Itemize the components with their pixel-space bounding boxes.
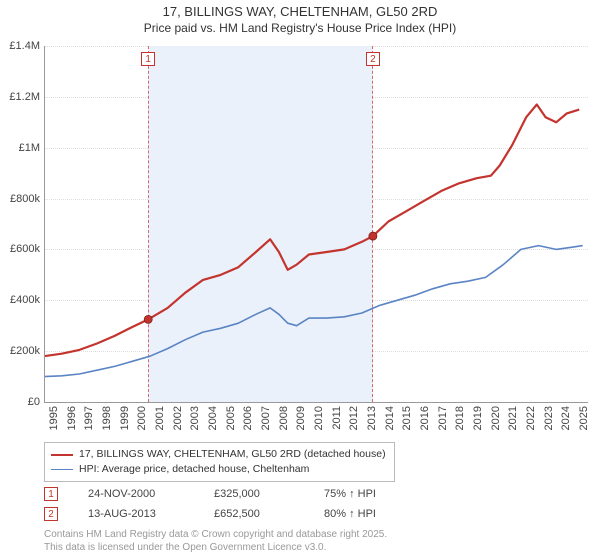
x-tick-label: 2020	[490, 406, 502, 430]
sale-price: £325,000	[214, 488, 294, 500]
y-tick-label: £400k	[0, 294, 40, 306]
legend-swatch	[51, 469, 73, 470]
legend-label: HPI: Average price, detached house, Chel…	[79, 462, 309, 477]
sale-date: 13-AUG-2013	[88, 508, 184, 520]
x-tick-label: 2008	[278, 406, 290, 430]
sale-point	[369, 232, 377, 240]
x-tick-label: 2019	[472, 406, 484, 430]
x-axis	[44, 402, 588, 403]
x-tick-label: 1996	[66, 406, 78, 430]
x-tick-label: 2015	[401, 406, 413, 430]
x-tick-label: 2023	[543, 406, 555, 430]
chart-lines	[44, 46, 588, 402]
title-line2: Price paid vs. HM Land Registry's House …	[0, 21, 600, 35]
y-tick-label: £800k	[0, 193, 40, 205]
title-line1: 17, BILLINGS WAY, CHELTENHAM, GL50 2RD	[0, 4, 600, 19]
x-tick-label: 2009	[295, 406, 307, 430]
x-tick-label: 2007	[260, 406, 272, 430]
legend-item: HPI: Average price, detached house, Chel…	[51, 462, 386, 477]
footnote-line1: Contains HM Land Registry data © Crown c…	[44, 528, 387, 541]
x-tick-label: 2011	[331, 406, 343, 430]
legend: 17, BILLINGS WAY, CHELTENHAM, GL50 2RD (…	[44, 442, 395, 482]
sale-marker-icon: 2	[44, 507, 58, 521]
x-tick-label: 2016	[419, 406, 431, 430]
chart-title: 17, BILLINGS WAY, CHELTENHAM, GL50 2RD P…	[0, 0, 600, 35]
sale-marker-icon: 1	[44, 487, 58, 501]
x-tick-label: 2025	[578, 406, 590, 430]
legend-item: 17, BILLINGS WAY, CHELTENHAM, GL50 2RD (…	[51, 447, 386, 462]
sale-row: 1 24-NOV-2000 £325,000 75% ↑ HPI	[44, 484, 414, 504]
series-line-hpi	[44, 246, 583, 377]
x-tick-label: 2013	[366, 406, 378, 430]
x-tick-label: 1998	[101, 406, 113, 430]
x-tick-label: 2006	[242, 406, 254, 430]
x-tick-label: 1997	[83, 406, 95, 430]
x-tick-label: 2014	[384, 406, 396, 430]
x-tick-label: 2004	[207, 406, 219, 430]
y-tick-label: £1.4M	[0, 40, 40, 52]
sale-price: £652,500	[214, 508, 294, 520]
x-tick-label: 2003	[189, 406, 201, 430]
y-tick-label: £200k	[0, 345, 40, 357]
y-tick-label: £1M	[0, 142, 40, 154]
legend-swatch	[51, 454, 73, 456]
x-tick-label: 2012	[348, 406, 360, 430]
sale-delta: 80% ↑ HPI	[324, 508, 414, 520]
sale-delta: 75% ↑ HPI	[324, 488, 414, 500]
x-tick-label: 1999	[119, 406, 131, 430]
legend-label: 17, BILLINGS WAY, CHELTENHAM, GL50 2RD (…	[79, 447, 386, 462]
x-tick-label: 2005	[225, 406, 237, 430]
x-tick-label: 2002	[172, 406, 184, 430]
x-tick-label: 2000	[136, 406, 148, 430]
sales-table: 1 24-NOV-2000 £325,000 75% ↑ HPI 2 13-AUG-201…	[44, 484, 414, 524]
y-tick-label: £1.2M	[0, 91, 40, 103]
footnote: Contains HM Land Registry data © Crown c…	[44, 528, 387, 554]
chart-area: £0£200k£400k£600k£800k£1M£1.2M£1.4M 1995…	[44, 46, 588, 402]
x-tick-label: 2024	[560, 406, 572, 430]
x-tick-label: 2021	[507, 406, 519, 430]
x-tick-label: 2022	[525, 406, 537, 430]
sale-date: 24-NOV-2000	[88, 488, 184, 500]
x-tick-label: 2017	[437, 406, 449, 430]
x-tick-label: 2010	[313, 406, 325, 430]
footnote-line2: This data is licensed under the Open Gov…	[44, 541, 387, 554]
sale-row: 2 13-AUG-2013 £652,500 80% ↑ HPI	[44, 504, 414, 524]
y-axis	[44, 46, 45, 402]
x-tick-label: 2001	[154, 406, 166, 430]
sale-point	[144, 315, 152, 323]
y-tick-label: £0	[0, 396, 40, 408]
y-tick-label: £600k	[0, 243, 40, 255]
x-tick-label: 1995	[48, 406, 60, 430]
x-tick-label: 2018	[454, 406, 466, 430]
